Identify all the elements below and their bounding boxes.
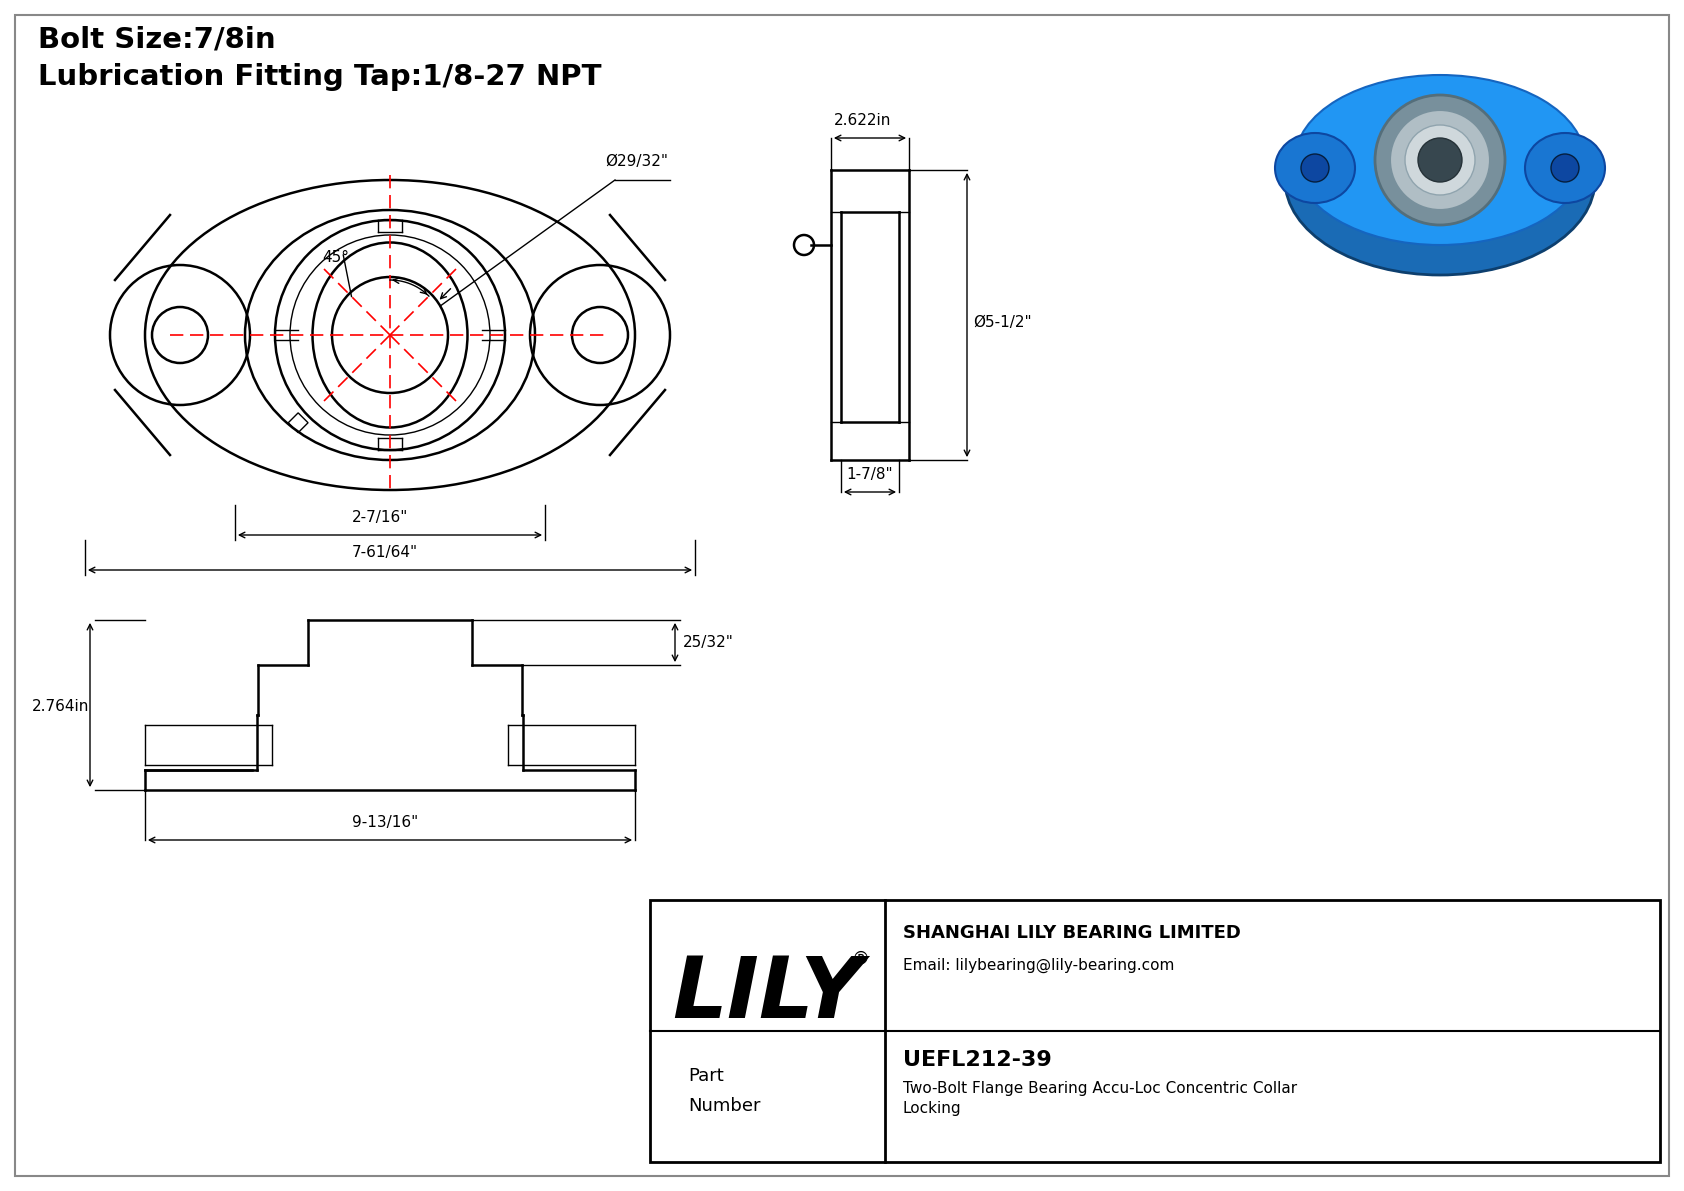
- Text: 2.622in: 2.622in: [834, 113, 891, 127]
- Text: Bolt Size:7/8in: Bolt Size:7/8in: [39, 26, 276, 54]
- Circle shape: [1389, 110, 1490, 210]
- Text: Part: Part: [689, 1067, 724, 1085]
- Circle shape: [1551, 154, 1580, 182]
- Text: Lubrication Fitting Tap:1/8-27 NPT: Lubrication Fitting Tap:1/8-27 NPT: [39, 63, 601, 91]
- Circle shape: [1418, 138, 1462, 182]
- Text: 2.764in: 2.764in: [32, 699, 89, 713]
- Text: Two-Bolt Flange Bearing Accu-Loc Concentric Collar: Two-Bolt Flange Bearing Accu-Loc Concent…: [903, 1081, 1297, 1096]
- Bar: [288, 413, 308, 432]
- Circle shape: [1376, 95, 1505, 225]
- Ellipse shape: [1295, 75, 1585, 245]
- Ellipse shape: [1526, 133, 1605, 202]
- Text: UEFL212-39: UEFL212-39: [903, 1050, 1052, 1070]
- Text: Number: Number: [689, 1097, 761, 1115]
- Circle shape: [1404, 125, 1475, 195]
- Text: Locking: Locking: [903, 1100, 962, 1116]
- Text: 7-61/64": 7-61/64": [352, 545, 418, 560]
- Text: Email: lilybearing@lily-bearing.com: Email: lilybearing@lily-bearing.com: [903, 958, 1174, 973]
- Bar: [650, 900, 1660, 1162]
- Text: 2-7/16": 2-7/16": [352, 510, 409, 525]
- Ellipse shape: [1285, 85, 1595, 275]
- Text: 25/32": 25/32": [684, 635, 734, 650]
- Ellipse shape: [1275, 133, 1356, 202]
- Text: 9-13/16": 9-13/16": [352, 815, 418, 830]
- Text: LILY: LILY: [672, 954, 862, 1036]
- Circle shape: [1302, 154, 1329, 182]
- Text: Ø5-1/2": Ø5-1/2": [973, 314, 1032, 330]
- Text: 1-7/8": 1-7/8": [845, 467, 893, 482]
- Text: Ø29/32": Ø29/32": [605, 154, 669, 169]
- Text: 45°: 45°: [322, 250, 349, 266]
- Text: SHANGHAI LILY BEARING LIMITED: SHANGHAI LILY BEARING LIMITED: [903, 924, 1241, 942]
- Text: ®: ®: [852, 950, 871, 968]
